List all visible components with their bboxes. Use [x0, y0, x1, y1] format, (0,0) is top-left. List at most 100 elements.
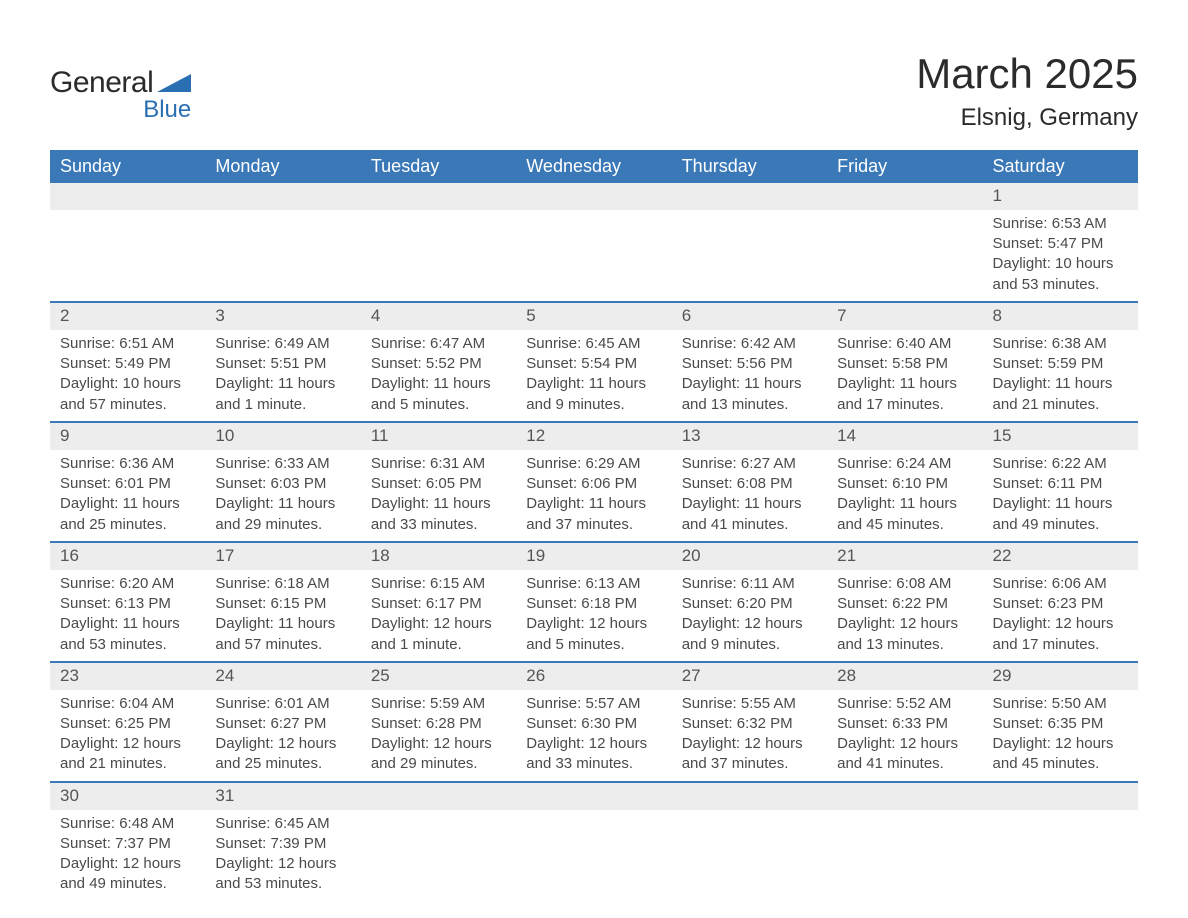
day-number-cell: [827, 782, 982, 810]
day-data-cell: Sunrise: 5:57 AMSunset: 6:30 PMDaylight:…: [516, 690, 671, 782]
sunrise-line: Sunrise: 5:50 AM: [993, 694, 1128, 714]
sunset-line: Sunset: 6:30 PM: [526, 714, 661, 734]
sunset-line: Sunset: 5:47 PM: [993, 234, 1128, 254]
sunrise-line: Sunrise: 5:55 AM: [682, 694, 817, 714]
daylight-line: Daylight: 11 hours and 57 minutes.: [215, 614, 350, 655]
day-data-cell: [827, 810, 982, 901]
column-header: Sunday: [50, 150, 205, 183]
day-number-cell: 8: [983, 302, 1138, 330]
day-number-cell: [205, 183, 360, 210]
day-data-cell: Sunrise: 6:40 AMSunset: 5:58 PMDaylight:…: [827, 330, 982, 422]
day-number-cell: 7: [827, 302, 982, 330]
daylight-line: Daylight: 11 hours and 53 minutes.: [60, 614, 195, 655]
column-header: Friday: [827, 150, 982, 183]
daylight-line: Daylight: 11 hours and 37 minutes.: [526, 494, 661, 535]
sunrise-line: Sunrise: 5:57 AM: [526, 694, 661, 714]
sunrise-line: Sunrise: 6:04 AM: [60, 694, 195, 714]
day-number-cell: 2: [50, 302, 205, 330]
day-number-cell: 26: [516, 662, 671, 690]
day-data-row: Sunrise: 6:53 AMSunset: 5:47 PMDaylight:…: [50, 210, 1138, 302]
daylight-line: Daylight: 12 hours and 9 minutes.: [682, 614, 817, 655]
sunrise-line: Sunrise: 6:01 AM: [215, 694, 350, 714]
day-number-cell: [516, 183, 671, 210]
day-data-cell: Sunrise: 6:13 AMSunset: 6:18 PMDaylight:…: [516, 570, 671, 662]
day-number-cell: 31: [205, 782, 360, 810]
sunrise-line: Sunrise: 6:11 AM: [682, 574, 817, 594]
sunset-line: Sunset: 5:59 PM: [993, 354, 1128, 374]
day-number-cell: 9: [50, 422, 205, 450]
sunset-line: Sunset: 6:22 PM: [837, 594, 972, 614]
sunset-line: Sunset: 7:37 PM: [60, 834, 195, 854]
day-number-cell: 17: [205, 542, 360, 570]
sunset-line: Sunset: 6:27 PM: [215, 714, 350, 734]
sunset-line: Sunset: 6:13 PM: [60, 594, 195, 614]
daylight-line: Daylight: 10 hours and 57 minutes.: [60, 374, 195, 415]
day-data-cell: Sunrise: 6:47 AMSunset: 5:52 PMDaylight:…: [361, 330, 516, 422]
title-block: March 2025 Elsnig, Germany: [916, 50, 1138, 132]
day-number-cell: 5: [516, 302, 671, 330]
day-number-cell: [50, 183, 205, 210]
day-data-cell: Sunrise: 6:22 AMSunset: 6:11 PMDaylight:…: [983, 450, 1138, 542]
day-data-row: Sunrise: 6:51 AMSunset: 5:49 PMDaylight:…: [50, 330, 1138, 422]
day-number-cell: 16: [50, 542, 205, 570]
day-number-cell: [361, 183, 516, 210]
daylight-line: Daylight: 12 hours and 17 minutes.: [993, 614, 1128, 655]
day-number-cell: 15: [983, 422, 1138, 450]
column-header: Saturday: [983, 150, 1138, 183]
sunset-line: Sunset: 6:15 PM: [215, 594, 350, 614]
day-data-cell: Sunrise: 6:31 AMSunset: 6:05 PMDaylight:…: [361, 450, 516, 542]
sunset-line: Sunset: 6:10 PM: [837, 474, 972, 494]
sunrise-line: Sunrise: 6:27 AM: [682, 454, 817, 474]
day-number-cell: 14: [827, 422, 982, 450]
day-data-row: Sunrise: 6:48 AMSunset: 7:37 PMDaylight:…: [50, 810, 1138, 901]
sunset-line: Sunset: 6:28 PM: [371, 714, 506, 734]
daynum-row: 23242526272829: [50, 662, 1138, 690]
day-number-cell: [516, 782, 671, 810]
day-data-cell: Sunrise: 6:45 AMSunset: 7:39 PMDaylight:…: [205, 810, 360, 901]
sunrise-line: Sunrise: 6:20 AM: [60, 574, 195, 594]
daylight-line: Daylight: 11 hours and 33 minutes.: [371, 494, 506, 535]
daylight-line: Daylight: 10 hours and 53 minutes.: [993, 254, 1128, 295]
day-number-cell: 4: [361, 302, 516, 330]
daylight-line: Daylight: 12 hours and 33 minutes.: [526, 734, 661, 775]
sunrise-line: Sunrise: 6:45 AM: [215, 814, 350, 834]
sunset-line: Sunset: 6:01 PM: [60, 474, 195, 494]
sunset-line: Sunset: 6:08 PM: [682, 474, 817, 494]
logo-text-general: General: [50, 66, 153, 100]
day-number-cell: 6: [672, 302, 827, 330]
sunset-line: Sunset: 6:06 PM: [526, 474, 661, 494]
column-header: Tuesday: [361, 150, 516, 183]
day-data-cell: [361, 210, 516, 302]
day-number-cell: 22: [983, 542, 1138, 570]
sunrise-line: Sunrise: 6:42 AM: [682, 334, 817, 354]
day-data-cell: Sunrise: 6:42 AMSunset: 5:56 PMDaylight:…: [672, 330, 827, 422]
sunset-line: Sunset: 6:33 PM: [837, 714, 972, 734]
daynum-row: 3031: [50, 782, 1138, 810]
day-number-cell: 12: [516, 422, 671, 450]
sunrise-line: Sunrise: 6:13 AM: [526, 574, 661, 594]
sunset-line: Sunset: 5:58 PM: [837, 354, 972, 374]
day-data-cell: Sunrise: 5:52 AMSunset: 6:33 PMDaylight:…: [827, 690, 982, 782]
day-number-cell: 25: [361, 662, 516, 690]
day-data-cell: Sunrise: 6:04 AMSunset: 6:25 PMDaylight:…: [50, 690, 205, 782]
daynum-row: 1: [50, 183, 1138, 210]
day-number-cell: 30: [50, 782, 205, 810]
day-number-cell: 13: [672, 422, 827, 450]
sunrise-line: Sunrise: 6:06 AM: [993, 574, 1128, 594]
daylight-line: Daylight: 12 hours and 41 minutes.: [837, 734, 972, 775]
day-number-cell: [672, 782, 827, 810]
day-number-cell: 1: [983, 183, 1138, 210]
day-data-cell: Sunrise: 6:08 AMSunset: 6:22 PMDaylight:…: [827, 570, 982, 662]
sunset-line: Sunset: 6:03 PM: [215, 474, 350, 494]
daylight-line: Daylight: 11 hours and 41 minutes.: [682, 494, 817, 535]
day-data-cell: [672, 810, 827, 901]
day-data-cell: Sunrise: 6:48 AMSunset: 7:37 PMDaylight:…: [50, 810, 205, 901]
sunset-line: Sunset: 6:05 PM: [371, 474, 506, 494]
day-data-row: Sunrise: 6:36 AMSunset: 6:01 PMDaylight:…: [50, 450, 1138, 542]
location-label: Elsnig, Germany: [916, 104, 1138, 132]
sunrise-line: Sunrise: 6:47 AM: [371, 334, 506, 354]
calendar-header: SundayMondayTuesdayWednesdayThursdayFrid…: [50, 150, 1138, 183]
day-data-cell: Sunrise: 6:33 AMSunset: 6:03 PMDaylight:…: [205, 450, 360, 542]
daylight-line: Daylight: 11 hours and 5 minutes.: [371, 374, 506, 415]
sunrise-line: Sunrise: 5:52 AM: [837, 694, 972, 714]
